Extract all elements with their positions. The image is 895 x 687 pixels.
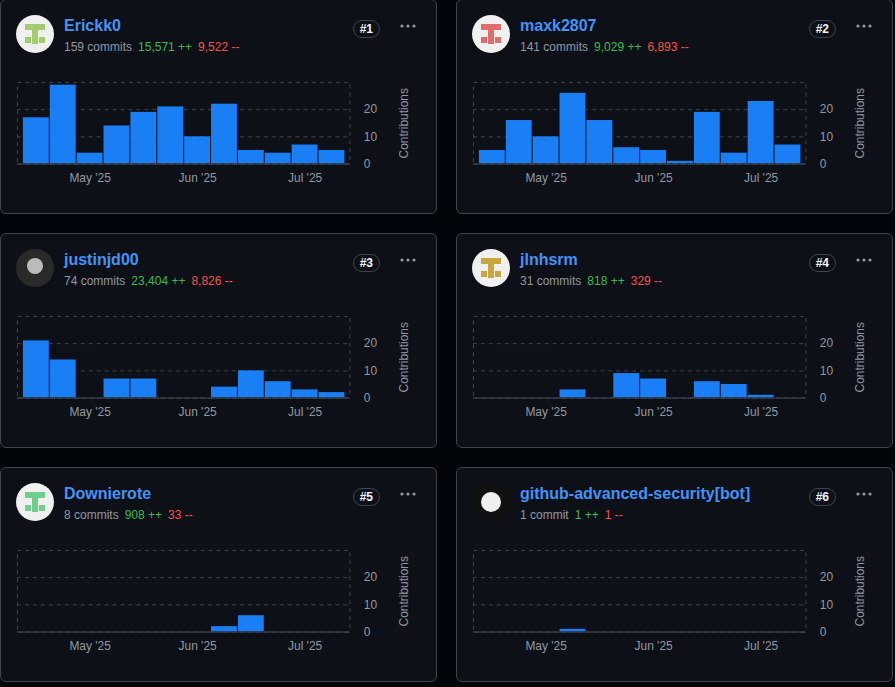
html-text:#5: #5 [359, 490, 373, 504]
svg-text:Contributions: Contributions [397, 88, 411, 158]
html-text:23,404 ++: 23,404 ++ [131, 274, 186, 288]
html-text:33 --: 33 -- [168, 508, 193, 522]
svg-text:Jul '25: Jul '25 [288, 171, 322, 185]
html-text:#4: #4 [815, 256, 829, 270]
html-text:74 commits: 74 commits [64, 274, 126, 288]
html-text:329 --: 329 -- [630, 274, 663, 288]
svg-text:0: 0 [820, 625, 827, 639]
svg-text:May '25: May '25 [69, 171, 111, 185]
svg-text:Jul '25: Jul '25 [288, 405, 322, 419]
html-text:#2: #2 [815, 22, 829, 36]
html-text:159 commits: 159 commits [64, 40, 132, 54]
svg-text:0: 0 [364, 157, 371, 171]
svg-text:10: 10 [364, 598, 378, 612]
html-text:31 commits: 31 commits [520, 274, 582, 288]
svg-text:May '25: May '25 [525, 171, 567, 185]
svg-text:Jun '25: Jun '25 [179, 405, 217, 419]
svg-text:May '25: May '25 [525, 405, 567, 419]
html-text:github-advanced-security[bot]: github-advanced-security[bot] [520, 485, 751, 502]
html-text:6,893 --: 6,893 -- [647, 40, 689, 54]
svg-text:Jul '25: Jul '25 [744, 639, 778, 653]
html-text:1 ++: 1 ++ [574, 508, 599, 522]
svg-text:Jun '25: Jun '25 [179, 171, 217, 185]
html-text:maxk2807: maxk2807 [520, 17, 597, 34]
svg-text:20: 20 [364, 102, 378, 116]
svg-text:Contributions: Contributions [397, 322, 411, 392]
svg-text:20: 20 [820, 570, 834, 584]
svg-text:10: 10 [820, 364, 834, 378]
svg-text:Jun '25: Jun '25 [179, 639, 217, 653]
html-text:jlnhsrm: jlnhsrm [520, 251, 578, 268]
svg-text:Jun '25: Jun '25 [635, 639, 673, 653]
html-text:Downierote: Downierote [64, 485, 152, 502]
html-text:Erickk0: Erickk0 [64, 17, 121, 34]
svg-text:0: 0 [364, 391, 371, 405]
html-text:justinjd00: justinjd00 [64, 251, 139, 268]
svg-text:Jul '25: Jul '25 [744, 405, 778, 419]
html-text:818 ++: 818 ++ [587, 274, 625, 288]
svg-text:10: 10 [820, 598, 834, 612]
svg-text:0: 0 [820, 157, 827, 171]
html-text:1 commit: 1 commit [520, 508, 569, 522]
svg-text:10: 10 [364, 130, 378, 144]
html-text:141 commits: 141 commits [520, 40, 588, 54]
svg-text:Contributions: Contributions [397, 556, 411, 626]
svg-text:10: 10 [820, 130, 834, 144]
html-text:8,826 --: 8,826 -- [191, 274, 233, 288]
svg-text:20: 20 [364, 336, 378, 350]
html-text:9,522 --: 9,522 -- [198, 40, 240, 54]
html-text:#6: #6 [815, 490, 829, 504]
svg-text:20: 20 [820, 102, 834, 116]
html-text:8 commits: 8 commits [64, 508, 119, 522]
svg-text:May '25: May '25 [69, 639, 111, 653]
svg-text:Jul '25: Jul '25 [744, 171, 778, 185]
html-text:9,029 ++: 9,029 ++ [594, 40, 642, 54]
svg-text:May '25: May '25 [525, 639, 567, 653]
svg-text:0: 0 [364, 625, 371, 639]
svg-text:Jul '25: Jul '25 [288, 639, 322, 653]
svg-text:Jun '25: Jun '25 [635, 405, 673, 419]
svg-text:10: 10 [364, 364, 378, 378]
svg-text:Contributions: Contributions [853, 88, 867, 158]
svg-text:Contributions: Contributions [853, 556, 867, 626]
html-text:#1: #1 [359, 22, 373, 36]
html-text:#3: #3 [359, 256, 373, 270]
svg-text:20: 20 [820, 336, 834, 350]
html-text:15,571 ++: 15,571 ++ [138, 40, 193, 54]
svg-text:20: 20 [364, 570, 378, 584]
svg-text:May '25: May '25 [69, 405, 111, 419]
svg-text:Contributions: Contributions [853, 322, 867, 392]
svg-text:Jun '25: Jun '25 [635, 171, 673, 185]
svg-text:0: 0 [820, 391, 827, 405]
html-text:908 ++: 908 ++ [124, 508, 163, 522]
html-text:1 --: 1 -- [604, 508, 623, 522]
